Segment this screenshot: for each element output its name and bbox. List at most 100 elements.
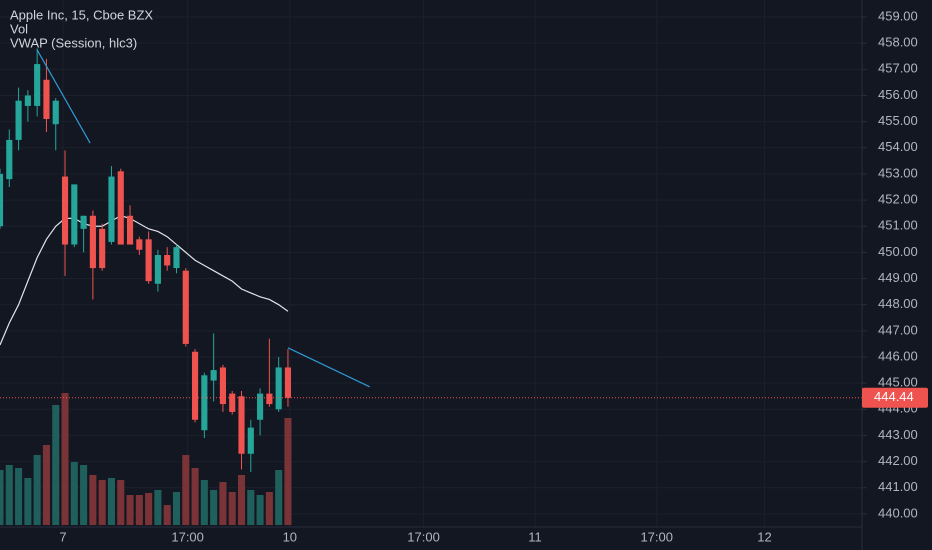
volume-bar — [70, 462, 78, 525]
y-tick-label: 457.00 — [878, 61, 918, 76]
y-tick-label: 451.00 — [878, 218, 918, 233]
x-tick-label: 10 — [283, 529, 297, 544]
volume-bar — [275, 470, 283, 525]
candle-body — [275, 367, 282, 410]
volume-bar — [135, 495, 143, 525]
y-tick-label: 442.00 — [878, 453, 918, 468]
plot-area — [0, 48, 862, 525]
volume-bar — [191, 468, 199, 525]
y-tick-label: 449.00 — [878, 270, 918, 285]
y-tick-label: 447.00 — [878, 322, 918, 337]
volume-bar — [5, 465, 13, 525]
candle-body — [229, 393, 236, 412]
volume-bar — [219, 482, 227, 525]
volume-bar — [15, 468, 23, 525]
volume-bar — [182, 455, 190, 525]
y-tick-label: 452.00 — [878, 192, 918, 207]
y-tick-label: 456.00 — [878, 87, 918, 102]
x-tick-label: 17:00 — [407, 529, 440, 544]
volume-bar — [107, 478, 115, 525]
y-tick-label: 448.00 — [878, 296, 918, 311]
candle-body — [154, 255, 161, 284]
trend-line — [36, 49, 91, 144]
candle-body — [164, 255, 171, 266]
volume-bar — [33, 455, 41, 525]
candle-body — [257, 393, 264, 420]
y-tick-label: 459.00 — [878, 8, 918, 23]
candle-body — [15, 100, 22, 140]
x-tick-label: 17:00 — [640, 529, 673, 544]
volume-bar — [163, 505, 171, 525]
candle-body — [145, 239, 152, 282]
volume-legend: Vol — [10, 21, 28, 36]
candle-body — [80, 215, 87, 229]
x-tick-label: 12 — [757, 529, 771, 544]
volume-bar — [24, 478, 32, 525]
y-tick-label: 454.00 — [878, 139, 918, 154]
y-tick-label: 441.00 — [878, 479, 918, 494]
x-tick-label: 11 — [528, 529, 542, 544]
volume-bar — [200, 480, 208, 525]
y-tick-label: 443.00 — [878, 427, 918, 442]
y-tick-label: 458.00 — [878, 35, 918, 50]
volume-bar — [61, 393, 69, 525]
volume-bar — [228, 492, 236, 525]
volume-bar — [0, 470, 4, 525]
candle-body — [61, 176, 69, 245]
candle-body — [89, 215, 96, 269]
candle-body — [117, 171, 124, 245]
volume-bar — [256, 495, 264, 525]
volume-bar — [145, 493, 153, 525]
volume-bar — [52, 405, 60, 525]
volume-bar — [126, 495, 134, 525]
candle-body — [247, 427, 254, 454]
candle-body — [173, 247, 180, 269]
candle-body — [71, 184, 78, 245]
candle-body — [210, 370, 217, 381]
last-price-label: 444.44 — [874, 389, 914, 404]
candle-body — [201, 375, 208, 431]
trend-line — [287, 347, 370, 388]
volume-bar — [80, 465, 88, 525]
volume-bar — [265, 492, 273, 525]
volume-bar — [89, 475, 97, 525]
candle-body — [219, 367, 226, 405]
y-tick-label: 440.00 — [878, 505, 918, 520]
vwap-legend: VWAP (Session, hlc3) — [10, 35, 137, 50]
y-tick-label: 446.00 — [878, 348, 918, 363]
candle-body — [191, 351, 199, 420]
volume-bar — [154, 490, 162, 525]
volume-bar — [172, 492, 181, 525]
candle-body — [52, 100, 59, 125]
candle-body — [238, 396, 245, 454]
y-tick-label: 455.00 — [878, 113, 918, 128]
chart-title: Apple Inc, 15, Cboe BZX — [10, 7, 153, 22]
candle-body — [43, 79, 50, 119]
candle-body — [126, 215, 134, 245]
candle-body — [108, 176, 115, 242]
candle-body — [24, 95, 31, 106]
candle-body — [0, 173, 4, 227]
x-tick-label: 7 — [59, 529, 66, 544]
candle-body — [34, 64, 41, 106]
volume-bar — [42, 445, 50, 525]
y-tick-label: 453.00 — [878, 165, 918, 180]
volume-bar — [210, 490, 218, 525]
candle-body — [182, 270, 189, 344]
candle-body — [136, 239, 143, 250]
candle-body — [6, 139, 13, 180]
candle-body — [266, 393, 273, 405]
vwap-line — [0, 215, 289, 346]
axes: 440.00441.00442.00443.00444.00445.00446.… — [59, 8, 928, 544]
volume-bar — [237, 475, 246, 525]
x-tick-label: 17:00 — [171, 529, 204, 544]
volume-bar — [98, 480, 106, 525]
last-price-box — [862, 387, 928, 408]
y-tick-label: 450.00 — [878, 244, 918, 259]
volume-bar — [247, 490, 255, 525]
y-tick-label: 445.00 — [878, 375, 918, 390]
volume-bar — [284, 418, 292, 525]
